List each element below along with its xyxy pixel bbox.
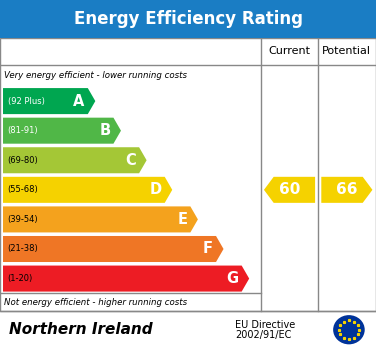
Text: 2002/91/EC: 2002/91/EC xyxy=(235,330,291,340)
Text: Potential: Potential xyxy=(322,46,371,56)
Text: Energy Efficiency Rating: Energy Efficiency Rating xyxy=(73,10,303,28)
Bar xyxy=(0,0,376,38)
Text: (1-20): (1-20) xyxy=(8,274,33,283)
Polygon shape xyxy=(264,177,315,203)
Text: (92 Plus): (92 Plus) xyxy=(8,97,44,105)
Text: E: E xyxy=(177,212,187,227)
Text: (21-38): (21-38) xyxy=(8,245,38,253)
Text: C: C xyxy=(125,153,136,168)
Text: (39-54): (39-54) xyxy=(8,215,38,224)
Text: (55-68): (55-68) xyxy=(8,185,38,194)
Text: 60: 60 xyxy=(279,182,300,197)
Polygon shape xyxy=(3,88,96,114)
Text: Northern Ireland: Northern Ireland xyxy=(9,322,153,337)
Text: EU Directive: EU Directive xyxy=(235,320,295,330)
Text: (81-91): (81-91) xyxy=(8,126,38,135)
Polygon shape xyxy=(3,206,198,232)
Circle shape xyxy=(333,315,365,345)
Text: Current: Current xyxy=(268,46,311,56)
Text: B: B xyxy=(99,123,111,138)
Text: D: D xyxy=(150,182,162,197)
Polygon shape xyxy=(3,177,172,203)
Text: (69-80): (69-80) xyxy=(8,156,38,165)
Text: F: F xyxy=(203,242,213,256)
Polygon shape xyxy=(3,147,147,173)
Polygon shape xyxy=(3,266,249,292)
Text: Not energy efficient - higher running costs: Not energy efficient - higher running co… xyxy=(4,298,187,307)
Polygon shape xyxy=(3,118,121,144)
Text: Very energy efficient - lower running costs: Very energy efficient - lower running co… xyxy=(4,71,187,80)
Polygon shape xyxy=(321,177,372,203)
Polygon shape xyxy=(3,236,224,262)
Text: G: G xyxy=(226,271,239,286)
Text: 66: 66 xyxy=(336,182,358,197)
Bar xyxy=(0,38,376,311)
Text: A: A xyxy=(73,94,85,109)
